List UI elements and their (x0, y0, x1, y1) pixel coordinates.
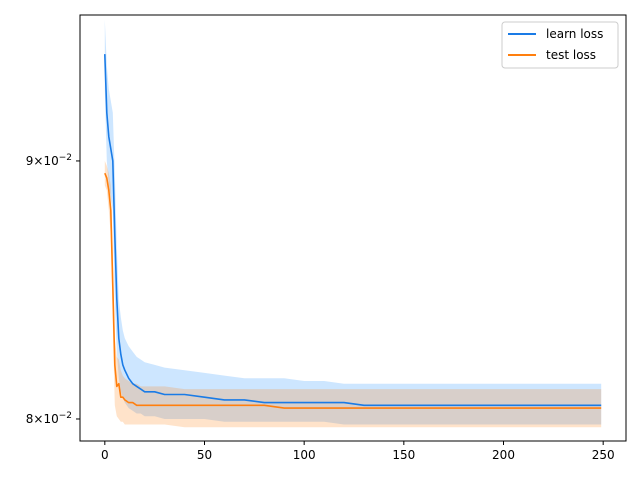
x-tick-label: 250 (592, 448, 615, 462)
x-tick-label: 150 (392, 448, 415, 462)
test-loss-line (104, 172, 602, 409)
learn-loss-line (104, 54, 602, 407)
series-lines (104, 54, 602, 409)
legend-label-test-loss: test loss (546, 48, 596, 62)
learn-loss-band (104, 19, 602, 425)
x-tick-label: 100 (293, 448, 316, 462)
legend-label-learn-loss: learn loss (546, 27, 603, 41)
confidence-bands (104, 19, 602, 428)
plot-frame (79, 14, 627, 442)
x-tick-label: 200 (492, 448, 515, 462)
legend: learn loss test loss (501, 21, 619, 69)
y-tick-label: 9×10−2 (26, 153, 72, 168)
test-loss-band (104, 160, 602, 428)
x-tick-label: 50 (197, 448, 212, 462)
y-axis: 8×10−2 9×10−2 (26, 153, 80, 426)
x-tick-label: 0 (101, 448, 109, 462)
y-tick-label: 8×10−2 (26, 411, 72, 426)
x-axis: 0 50 100 150 200 250 (101, 441, 615, 462)
